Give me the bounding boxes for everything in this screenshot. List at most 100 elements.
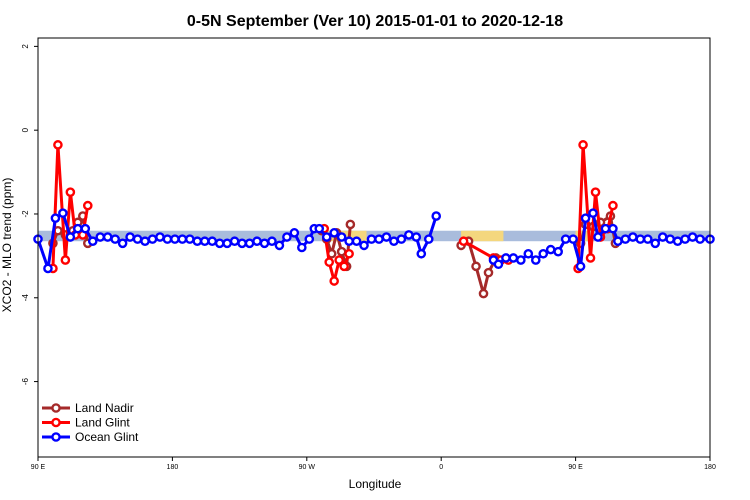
data-point-ocean-glint [80,223,91,234]
data-point-ocean-glint [344,236,354,247]
x-tick-label: 90 E [568,464,583,471]
x-axis: 90 E 180 90 W 0 90 E 180 [31,457,716,471]
y-axis-label: XCO2 - MLO trend (ppm) [0,178,14,313]
plot-frame [37,37,711,458]
data-point-ocean-glint [214,238,225,249]
data-point-ocean-glint [297,242,307,253]
data-point-ocean-glint [545,244,556,255]
data-point-ocean-glint [192,236,203,247]
x-tick-label: 180 [167,464,179,471]
legend-label: Land Glint [75,416,130,430]
data-point-ocean-glint [575,261,586,272]
data-point-ocean-glint [50,213,61,223]
data-point-ocean-glint [642,234,653,244]
data-point-ocean-glint [553,246,563,257]
data-point-ocean-glint [351,236,362,247]
legend-swatch-marker [51,432,61,442]
data-point-ocean-glint [359,240,369,251]
y-tick-label: -4 [21,294,30,302]
data-point-ocean-glint [222,238,232,249]
data-point-ocean-glint [508,253,519,263]
data-point-ocean-glint [411,232,422,242]
data-point-ocean-glint [374,234,384,244]
data-point-land-glint [608,200,618,211]
data-point-ocean-glint [147,234,158,244]
data-point-ocean-glint [274,240,285,251]
y-tick-label: -6 [21,377,30,385]
data-point-ocean-glint [593,232,603,242]
y-tick-label: -2 [21,210,30,218]
data-point-ocean-glint [580,213,591,223]
data-point-ocean-glint [381,232,392,242]
data-point-ocean-glint [389,236,399,247]
data-point-ocean-glint [665,234,675,244]
data-point-ocean-glint [102,232,113,242]
x-tick-label: 0 [439,464,443,471]
data-point-ocean-glint [207,236,218,247]
data-point-ocean-glint [289,228,300,238]
plot-series [33,140,715,299]
data-point-land-nadir [483,267,494,278]
data-point-ocean-glint [43,263,53,274]
series-line-land-glint [51,143,90,269]
legend-swatch-marker [51,403,61,413]
data-point-ocean-glint [404,230,414,240]
data-point-ocean-glint [73,223,83,234]
data-point-ocean-glint [423,234,434,244]
data-point-ocean-glint [588,208,598,218]
data-point-ocean-glint [237,238,247,249]
legend-item-ocean-glint: Ocean Glint [42,430,139,444]
data-point-ocean-glint [199,236,210,247]
data-point-ocean-glint [608,223,618,234]
data-point-ocean-glint [65,232,76,242]
data-point-ocean-glint [620,234,631,244]
y-tick-label: 2 [21,44,30,49]
data-point-ocean-glint [650,238,661,249]
data-point-ocean-glint [336,232,347,242]
data-point-land-glint [329,276,339,286]
data-point-ocean-glint [314,223,325,234]
data-point-land-nadir [345,219,356,230]
data-point-land-glint [590,187,601,197]
data-point-land-glint [334,255,344,265]
data-point-ocean-glint [304,234,315,244]
data-point-land-glint [65,187,76,197]
data-point-ocean-glint [252,236,262,247]
series-land-glint [48,140,618,286]
data-point-land-glint [458,236,469,247]
data-point-ocean-glint [600,223,611,234]
x-tick-label: 90 W [299,464,316,471]
data-point-ocean-glint [538,248,549,259]
data-point-land-glint [339,261,349,272]
data-point-land-nadir [336,246,347,257]
data-point-ocean-glint [613,236,623,247]
y-axis: 2 0 -2 -4 -6 [21,44,38,385]
y-tick-label: 0 [21,127,30,132]
data-point-ocean-glint [672,236,683,247]
data-point-land-glint [344,248,354,259]
legend-item-land-nadir: Land Nadir [42,401,134,415]
data-point-ocean-glint [329,228,339,238]
data-point-land-glint [585,253,596,263]
data-point-ocean-glint [229,236,240,247]
data-point-ocean-glint [560,234,571,244]
data-point-ocean-glint [125,232,135,242]
data-point-ocean-glint [695,234,705,244]
data-point-ocean-glint [635,234,646,244]
data-point-ocean-glint [140,236,150,247]
band-2 [461,230,504,242]
data-point-ocean-glint [132,234,143,244]
data-point-ocean-glint [185,234,195,244]
data-point-land-nadir [478,288,489,299]
data-point-ocean-glint [680,234,690,244]
data-point-land-glint [60,255,71,265]
data-point-ocean-glint [568,234,578,244]
data-point-ocean-glint [523,248,534,259]
data-point-ocean-glint [687,232,698,242]
data-point-land-glint [324,257,335,267]
data-point-ocean-glint [530,255,541,265]
data-point-ocean-glint [58,208,68,218]
chart-title: 0-5N September (Ver 10) 2015-01-01 to 20… [187,13,563,30]
